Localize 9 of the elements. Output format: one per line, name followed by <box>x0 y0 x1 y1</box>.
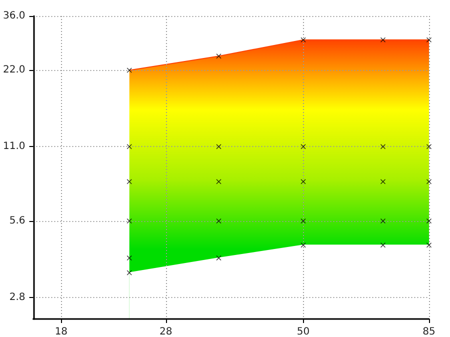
x-tick-label: 28 <box>160 326 172 337</box>
x-tick-label: 18 <box>54 326 68 337</box>
x-tick-label: 50 <box>296 326 310 337</box>
y-tick-label: 22.0 <box>3 64 26 76</box>
x-tick-label: 85 <box>422 326 436 337</box>
y-tick-label: 11.0 <box>3 141 26 152</box>
y-tick-label: 36.0 <box>3 10 26 22</box>
y-tick-label: 5.6 <box>9 215 26 226</box>
y-tick-label: 2.8 <box>9 292 26 303</box>
